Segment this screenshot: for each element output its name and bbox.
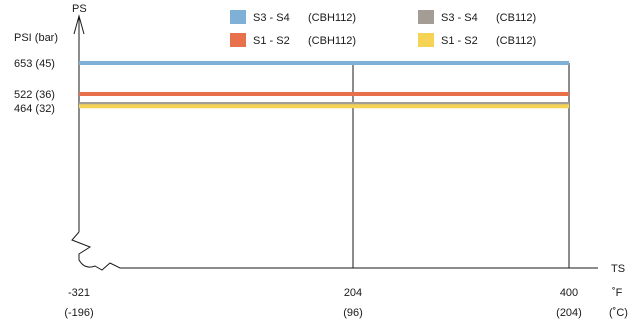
axes [71, 14, 598, 271]
x-tick-label: 204 [344, 287, 362, 299]
y-tick-label: 653 (45) [14, 58, 55, 70]
y-tick-label: 464 (32) [14, 103, 55, 115]
legend-series-name: S1 - S2 [253, 35, 290, 47]
x-axis-unit-top: ˚F [612, 287, 623, 299]
legend: S3 - S4 (CBH112) S1 - S2 (CBH112) S3 - S4 (CB… [230, 10, 536, 47]
legend-series-name: S1 - S2 [441, 35, 478, 47]
y-axis-unit-label: PSI (bar) [14, 32, 58, 44]
legend-swatch [230, 33, 246, 47]
x-tick-label-celsius: (96) [343, 307, 363, 319]
legend-series-code: (CBH112) [308, 12, 356, 24]
legend-swatch [230, 10, 246, 24]
legend-series-code: (CB112) [496, 35, 536, 47]
legend-swatch [418, 33, 434, 47]
y-axis-arrowhead [73, 14, 85, 35]
y-tick-labels: 653 (45) 522 (36) 464 (32) [14, 58, 55, 115]
legend-series-code: (CBH112) [308, 35, 356, 47]
series-lines [79, 61, 569, 109]
x-axis-title: TS [611, 263, 625, 275]
legend-swatch [418, 10, 434, 24]
x-tick-label: -321 [68, 287, 90, 299]
legend-series-code: (CB112) [496, 12, 536, 24]
x-tick-label-celsius: (-196) [64, 307, 93, 319]
x-axis-unit-bottom: (˚C) [609, 307, 628, 319]
x-tick-label-celsius: (204) [556, 307, 582, 319]
y-axis-title: PS [72, 3, 87, 15]
x-tick-labels: -321 (-196) 204 (96) 400 (204) [64, 287, 582, 319]
gridlines [352, 63, 570, 268]
legend-series-name: S3 - S4 [441, 12, 478, 24]
y-tick-label: 522 (36) [14, 89, 55, 101]
legend-series-name: S3 - S4 [253, 12, 290, 24]
y-axis-break [71, 231, 598, 271]
x-tick-label: 400 [560, 287, 578, 299]
